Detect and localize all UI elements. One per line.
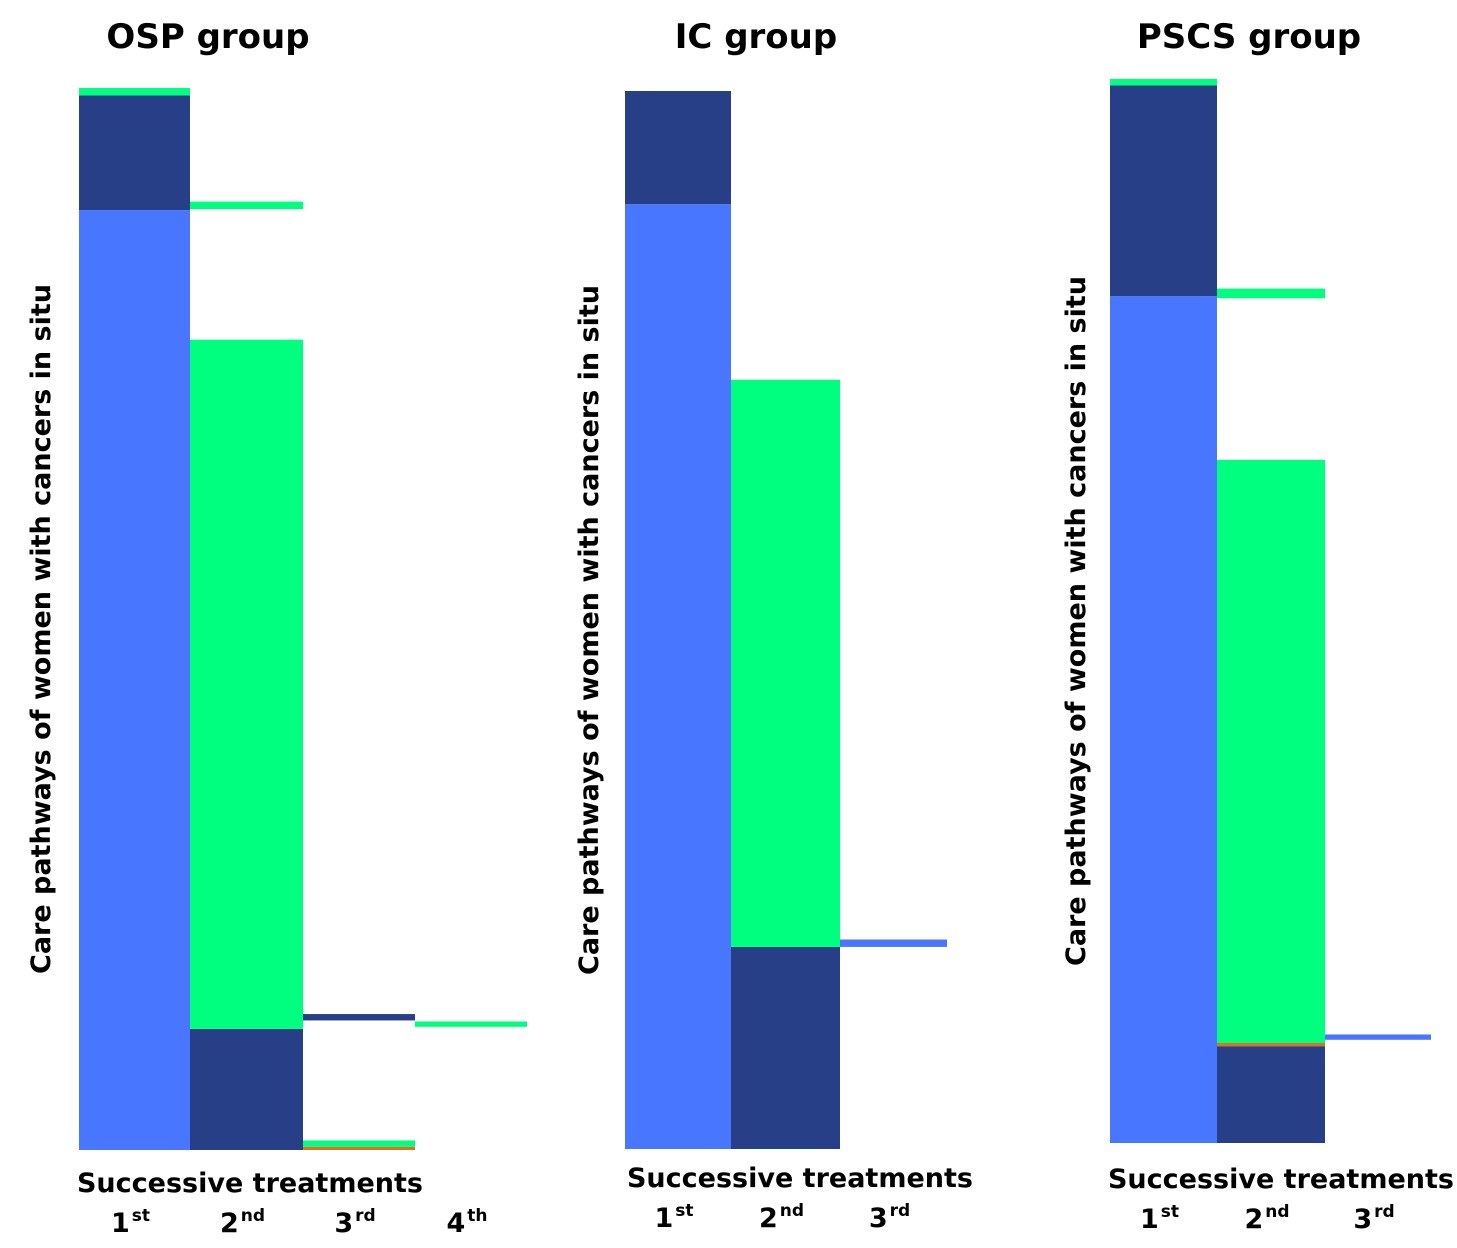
chart-title: IC group [675, 17, 837, 57]
x-axis-label: Successive treatments [1108, 1164, 1454, 1195]
bar-segment-1-3 [1110, 79, 1217, 86]
x-axis-label: Successive treatments [627, 1163, 973, 1194]
bar-segment-2-1 [731, 946, 840, 1149]
chart-panel-2: IC group Care pathways of women with canc… [574, 17, 973, 1234]
bar-segment-1-2 [79, 95, 190, 211]
chart-title: OSP group [106, 17, 309, 57]
y-axis-label: Care pathways of women with cancers in s… [574, 285, 605, 975]
bar-segment-1-1 [1110, 296, 1217, 1143]
bar-segment-2-5 [1217, 288, 1325, 299]
bar-segment-3-2 [1325, 1034, 1431, 1040]
bar-segment-1-2 [1110, 85, 1217, 297]
bar-segment-3-4 [303, 1014, 415, 1021]
bar-segment-3-2 [303, 1140, 415, 1147]
bar-segment-1-1 [625, 204, 731, 1149]
bar-segment-3-1 [303, 1146, 415, 1150]
chart-title: PSCS group [1137, 17, 1361, 57]
bar-segment-3-2 [840, 939, 947, 947]
bar-segment-2-2 [1217, 1042, 1325, 1047]
bar-segment-2-3 [1217, 459, 1325, 1043]
bar-segment-1-2 [625, 91, 731, 205]
chart-panel-1: OSP group Care pathways of women with can… [26, 17, 527, 1239]
bar-segment-2-1 [190, 1028, 303, 1150]
bar-segment-2-1 [1217, 1046, 1325, 1143]
bar-segment-2-4 [190, 201, 303, 210]
x-axis-label: Successive treatments [77, 1168, 423, 1199]
bar-segment-2-2 [731, 379, 840, 947]
bar-segment-1-1 [79, 210, 190, 1150]
y-axis-label: Care pathways of women with cancers in s… [1061, 276, 1092, 966]
y-axis-label: Care pathways of women with cancers in s… [26, 284, 57, 974]
chart-panel-3: PSCS group Care pathways of women with ca… [1061, 17, 1454, 1235]
bar-segment-4-2 [415, 1021, 527, 1027]
bar-segment-2-2 [190, 339, 303, 1029]
bar-segment-1-3 [79, 88, 190, 96]
